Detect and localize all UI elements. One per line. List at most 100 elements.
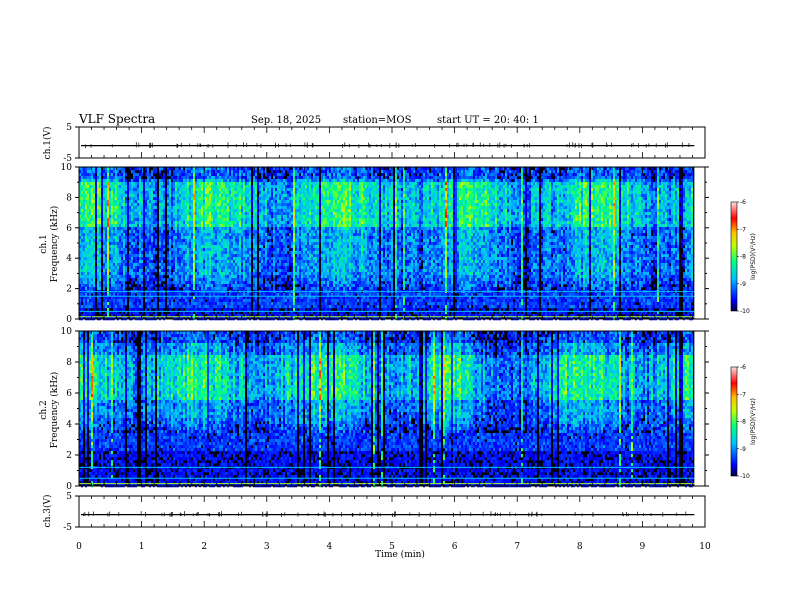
spectrogram-cell <box>189 269 191 272</box>
spectrogram-cell <box>81 269 83 272</box>
spectrogram-cell <box>253 206 255 209</box>
spectrogram-cell <box>201 242 203 245</box>
spectrogram-cell <box>103 224 105 227</box>
spectrogram-cell <box>173 221 175 224</box>
spectrogram-cell <box>253 227 255 230</box>
spectrogram-cell <box>247 227 249 230</box>
spectrogram-cell <box>123 221 125 224</box>
spectrogram-cell <box>125 302 127 305</box>
spectrogram-cell <box>253 203 255 206</box>
spectrogram-cell <box>279 305 281 308</box>
spectrogram-cell <box>97 260 99 263</box>
spectrogram-cell <box>121 200 123 203</box>
spectrogram-cell <box>247 278 249 281</box>
spectrogram-cell <box>179 224 181 227</box>
spectrogram-cell <box>89 287 91 290</box>
spectrogram-cell <box>231 218 233 221</box>
spectrogram-cell <box>249 224 251 227</box>
spectrogram-cell <box>147 242 149 245</box>
spectrogram-cell <box>179 227 181 230</box>
spectrogram-cell <box>159 170 161 173</box>
spectrogram-cell <box>179 191 181 194</box>
spectrogram-cell <box>203 251 205 254</box>
spectrogram-cell <box>283 209 285 212</box>
spectrogram-cell <box>91 260 93 263</box>
spectrogram-cell <box>169 197 171 200</box>
spectrogram-cell <box>141 173 143 176</box>
spectrogram-cell <box>139 179 141 182</box>
spectrogram-cell <box>277 281 279 284</box>
spectrogram-cell <box>123 227 125 230</box>
spectrogram-cell <box>107 299 109 302</box>
spectrogram-cell <box>277 257 279 260</box>
spectrogram-cell <box>171 233 173 236</box>
spectrogram-cell <box>273 269 275 272</box>
spectrogram-cell <box>199 179 201 182</box>
spectrogram-cell <box>125 236 127 239</box>
spectrogram-cell <box>175 287 177 290</box>
spectrogram-cell <box>253 209 255 212</box>
spectrogram-cell <box>95 233 97 236</box>
spectrogram-cell <box>121 272 123 275</box>
spectrogram-cell <box>265 227 267 230</box>
spectrogram-cell <box>85 170 87 173</box>
spectrogram-cell <box>129 302 131 305</box>
spectrogram-cell <box>99 242 101 245</box>
spectrogram-cell <box>85 281 87 284</box>
spectrogram-cell <box>263 206 265 209</box>
spectrogram-cell <box>139 221 141 224</box>
spectrogram-cell <box>197 221 199 224</box>
spectrogram-cell <box>95 191 97 194</box>
spectrogram-cell <box>143 191 145 194</box>
spectrogram-cell <box>97 275 99 278</box>
spectrogram-cell <box>231 278 233 281</box>
spectrogram-cell <box>123 299 125 302</box>
spectrogram-cell <box>273 233 275 236</box>
spectrogram-cell <box>159 281 161 284</box>
spectrogram-cell <box>137 173 139 176</box>
spectrogram-cell <box>129 212 131 215</box>
spectrogram-cell <box>113 182 115 185</box>
spectrogram-cell <box>195 284 197 287</box>
spectrogram-cell <box>175 176 177 179</box>
spectrogram-cell <box>173 278 175 281</box>
spectrogram-cell <box>83 251 85 254</box>
spectrogram-cell <box>253 272 255 275</box>
spectrogram-cell <box>223 209 225 212</box>
spectrogram-cell <box>281 269 283 272</box>
spectrogram-cell <box>203 233 205 236</box>
spectrogram-cell <box>103 191 105 194</box>
spectrogram-cell <box>243 215 245 218</box>
spectrogram-cell <box>283 224 285 227</box>
spectrogram-cell <box>241 308 243 311</box>
spectrogram-cell <box>227 191 229 194</box>
spectrogram-cell <box>271 251 273 254</box>
spectrogram-cell <box>159 302 161 305</box>
spectrogram-cell <box>285 248 287 251</box>
spectrogram-cell <box>201 272 203 275</box>
spectrogram-cell <box>81 188 83 191</box>
spectrogram-cell <box>133 236 135 239</box>
spectrogram-cell <box>151 194 153 197</box>
spectrogram-cell <box>197 266 199 269</box>
spectrogram-cell <box>119 179 121 182</box>
spectrogram-cell <box>105 302 107 305</box>
spectrogram-cell <box>233 302 235 305</box>
spectrogram-cell <box>81 251 83 254</box>
spectrogram-cell <box>137 263 139 266</box>
spectrogram-cell <box>109 221 111 224</box>
spectrogram-cell <box>115 182 117 185</box>
spectrogram-cell <box>173 242 175 245</box>
spectrogram-cell <box>241 236 243 239</box>
spectrogram-cell <box>143 197 145 200</box>
spectrogram-cell <box>199 299 201 302</box>
spectrogram-cell <box>99 287 101 290</box>
spectrogram-cell <box>155 218 157 221</box>
spectrogram-cell <box>143 239 145 242</box>
spectrogram-cell <box>243 182 245 185</box>
spectrogram-cell <box>277 260 279 263</box>
spectrogram-cell <box>171 236 173 239</box>
spectrogram-cell <box>159 236 161 239</box>
spectrogram-cell <box>193 287 195 290</box>
spectrogram-cell <box>283 242 285 245</box>
